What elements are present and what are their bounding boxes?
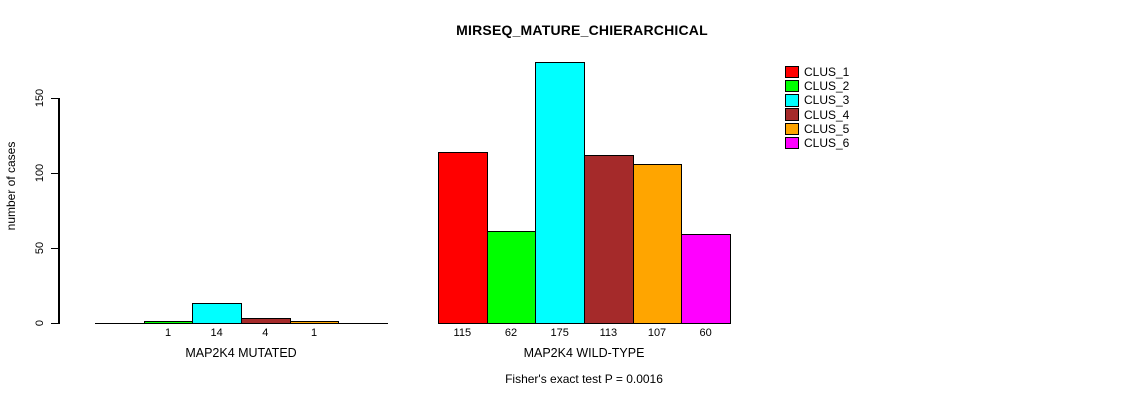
legend-item-label: CLUS_1 [804,65,850,79]
legend-item-label: CLUS_4 [804,107,850,122]
bar-CLUS_6 [338,322,388,324]
legend-color-swatch-icon [785,136,799,150]
bar-CLUS_6 [681,234,731,324]
bar-CLUS_1 [95,322,145,324]
legend-item-CLUS_6: CLUS_6 [785,136,849,150]
bar-value-label: 1 [164,327,172,339]
y-tick-mark [51,247,59,249]
y-tick-label: 50 [34,241,46,255]
legend-color-swatch-icon [785,65,799,79]
y-axis-title: number of cases [4,141,18,231]
legend-item-CLUS_1: CLUS_1 [785,65,849,79]
y-axis-line [58,98,60,324]
bar-CLUS_2 [143,321,194,324]
bar-value-label: 4 [262,327,269,339]
legend-item-label: CLUS_5 [804,121,850,136]
bar-CLUS_5 [289,321,340,324]
y-tick-label: 150 [34,88,46,108]
bar-CLUS_4 [584,154,634,324]
bar-value-label: 113 [599,327,618,339]
y-tick-label: 0 [34,319,46,327]
y-tick-mark [51,322,59,324]
bar-value-label: 14 [210,327,223,339]
legend-item-CLUS_2: CLUS_2 [785,79,849,93]
bar-value-label: 175 [550,327,569,339]
x-axis-group-label: MAP2K4 MUTATED [185,346,297,360]
legend-item-label: CLUS_6 [804,136,850,150]
bar-value-label: 62 [504,327,518,339]
legend-item-CLUS_4: CLUS_4 [785,108,849,122]
bar-CLUS_5 [632,163,683,324]
legend-item-label: CLUS_2 [804,79,850,94]
legend-color-swatch-icon [785,94,799,107]
bar-value-label: 1 [310,327,318,339]
bar-CLUS_3 [192,303,242,324]
bar-CLUS_3 [535,61,585,324]
bar-CLUS_1 [438,151,488,324]
legend-item-label: CLUS_3 [804,93,850,108]
bar-CLUS_4 [241,318,291,324]
y-tick-mark [51,97,59,99]
chart-title: MIRSEQ_MATURE_CHIERARCHICAL [456,22,708,38]
bar-value-label: 107 [647,327,667,339]
x-axis-group-label: MAP2K4 WILD-TYPE [523,346,645,360]
bar-CLUS_2 [486,231,537,324]
bar-value-label: 115 [453,327,472,339]
legend-color-swatch-icon [785,79,799,93]
y-tick-mark [51,172,59,174]
fisher-test-annotation: Fisher's exact test P = 0.0016 [505,372,663,386]
legend-color-swatch-icon [785,122,799,136]
y-tick-label: 100 [34,163,46,183]
legend-item-CLUS_3: CLUS_3 [785,93,849,107]
legend-color-swatch-icon [785,108,799,121]
legend-item-CLUS_5: CLUS_5 [785,122,849,136]
bar-value-label: 60 [699,327,712,339]
